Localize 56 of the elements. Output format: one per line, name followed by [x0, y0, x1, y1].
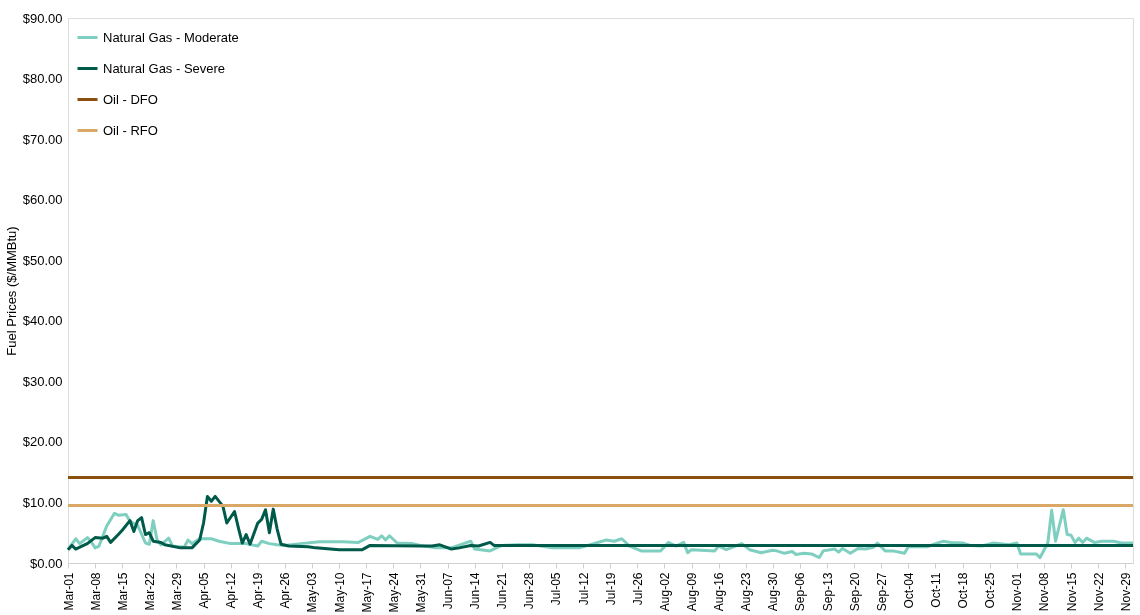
- y-axis-title: Fuel Prices ($/MMBtu): [3, 226, 19, 356]
- x-tick-label: Aug-23: [739, 572, 754, 612]
- legend-label: Oil - RFO: [103, 122, 158, 138]
- legend-label: Natural Gas - Severe: [103, 60, 226, 76]
- x-tick-label: Nov-29: [1118, 572, 1133, 612]
- x-tick-label: Nov-01: [1010, 572, 1025, 612]
- legend-label: Natural Gas - Moderate: [103, 29, 239, 45]
- x-tick-label: Nov-22: [1091, 572, 1106, 612]
- x-tick-label: Jun-28: [522, 572, 537, 610]
- y-tick-label: $60.00: [22, 192, 63, 208]
- y-tick-label: $20.00: [22, 434, 63, 450]
- x-tick-label: Aug-09: [685, 572, 700, 612]
- x-tick-label: Mar-15: [115, 572, 130, 611]
- x-tick-label: Mar-01: [61, 572, 76, 611]
- x-tick-label: Nov-15: [1064, 572, 1079, 612]
- x-tick-label: Apr-26: [278, 572, 293, 609]
- x-tick-label: Mar-22: [142, 572, 157, 611]
- x-tick-label: Jun-07: [441, 572, 456, 610]
- y-tick-label: $70.00: [22, 131, 63, 147]
- x-tick-label: Oct-25: [983, 572, 998, 609]
- x-tick-label: Sep-27: [874, 572, 889, 612]
- x-tick-label: Jul-12: [576, 572, 591, 606]
- legend-label: Oil - DFO: [103, 91, 158, 107]
- x-tick-label: Jun-21: [495, 572, 510, 610]
- x-tick-label: Aug-02: [657, 572, 672, 612]
- y-tick-label: $40.00: [22, 313, 63, 329]
- x-tick-label: Aug-16: [712, 572, 727, 612]
- x-tick-label: Oct-11: [928, 572, 943, 608]
- line-series: [66, 494, 1135, 552]
- x-tick-label: Apr-12: [224, 572, 239, 609]
- x-tick-label: Aug-30: [766, 572, 781, 612]
- x-tick-label: Sep-06: [793, 572, 808, 612]
- x-tick-label: May-17: [359, 572, 374, 613]
- x-tick-label: Oct-18: [956, 572, 971, 609]
- y-tick-label: $90.00: [22, 10, 63, 26]
- y-tick-label: $0.00: [29, 555, 63, 571]
- x-tick-label: Nov-08: [1037, 572, 1052, 612]
- x-tick-label: Mar-29: [169, 572, 184, 611]
- x-tick-label: Jul-26: [630, 572, 645, 606]
- y-tick-label: $30.00: [22, 373, 63, 389]
- x-tick-label: May-10: [332, 572, 347, 613]
- x-tick-label: Apr-19: [251, 572, 266, 609]
- y-tick-label: $50.00: [22, 252, 63, 268]
- x-tick-label: Jul-19: [603, 572, 618, 606]
- x-tick-label: Apr-05: [197, 572, 212, 609]
- x-tick-label: Sep-20: [847, 572, 862, 612]
- x-tick-label: May-03: [305, 572, 320, 613]
- x-tick-label: May-24: [386, 572, 401, 613]
- y-tick-label: $80.00: [22, 71, 63, 87]
- x-tick-label: Jun-14: [468, 572, 483, 610]
- x-tick-label: Mar-08: [88, 572, 103, 611]
- y-tick-label: $10.00: [22, 494, 63, 510]
- x-tick-label: May-31: [413, 572, 428, 613]
- x-tick-label: Oct-04: [901, 572, 916, 609]
- x-tick-label: Sep-13: [820, 572, 835, 612]
- x-tick-label: Jul-05: [549, 572, 564, 606]
